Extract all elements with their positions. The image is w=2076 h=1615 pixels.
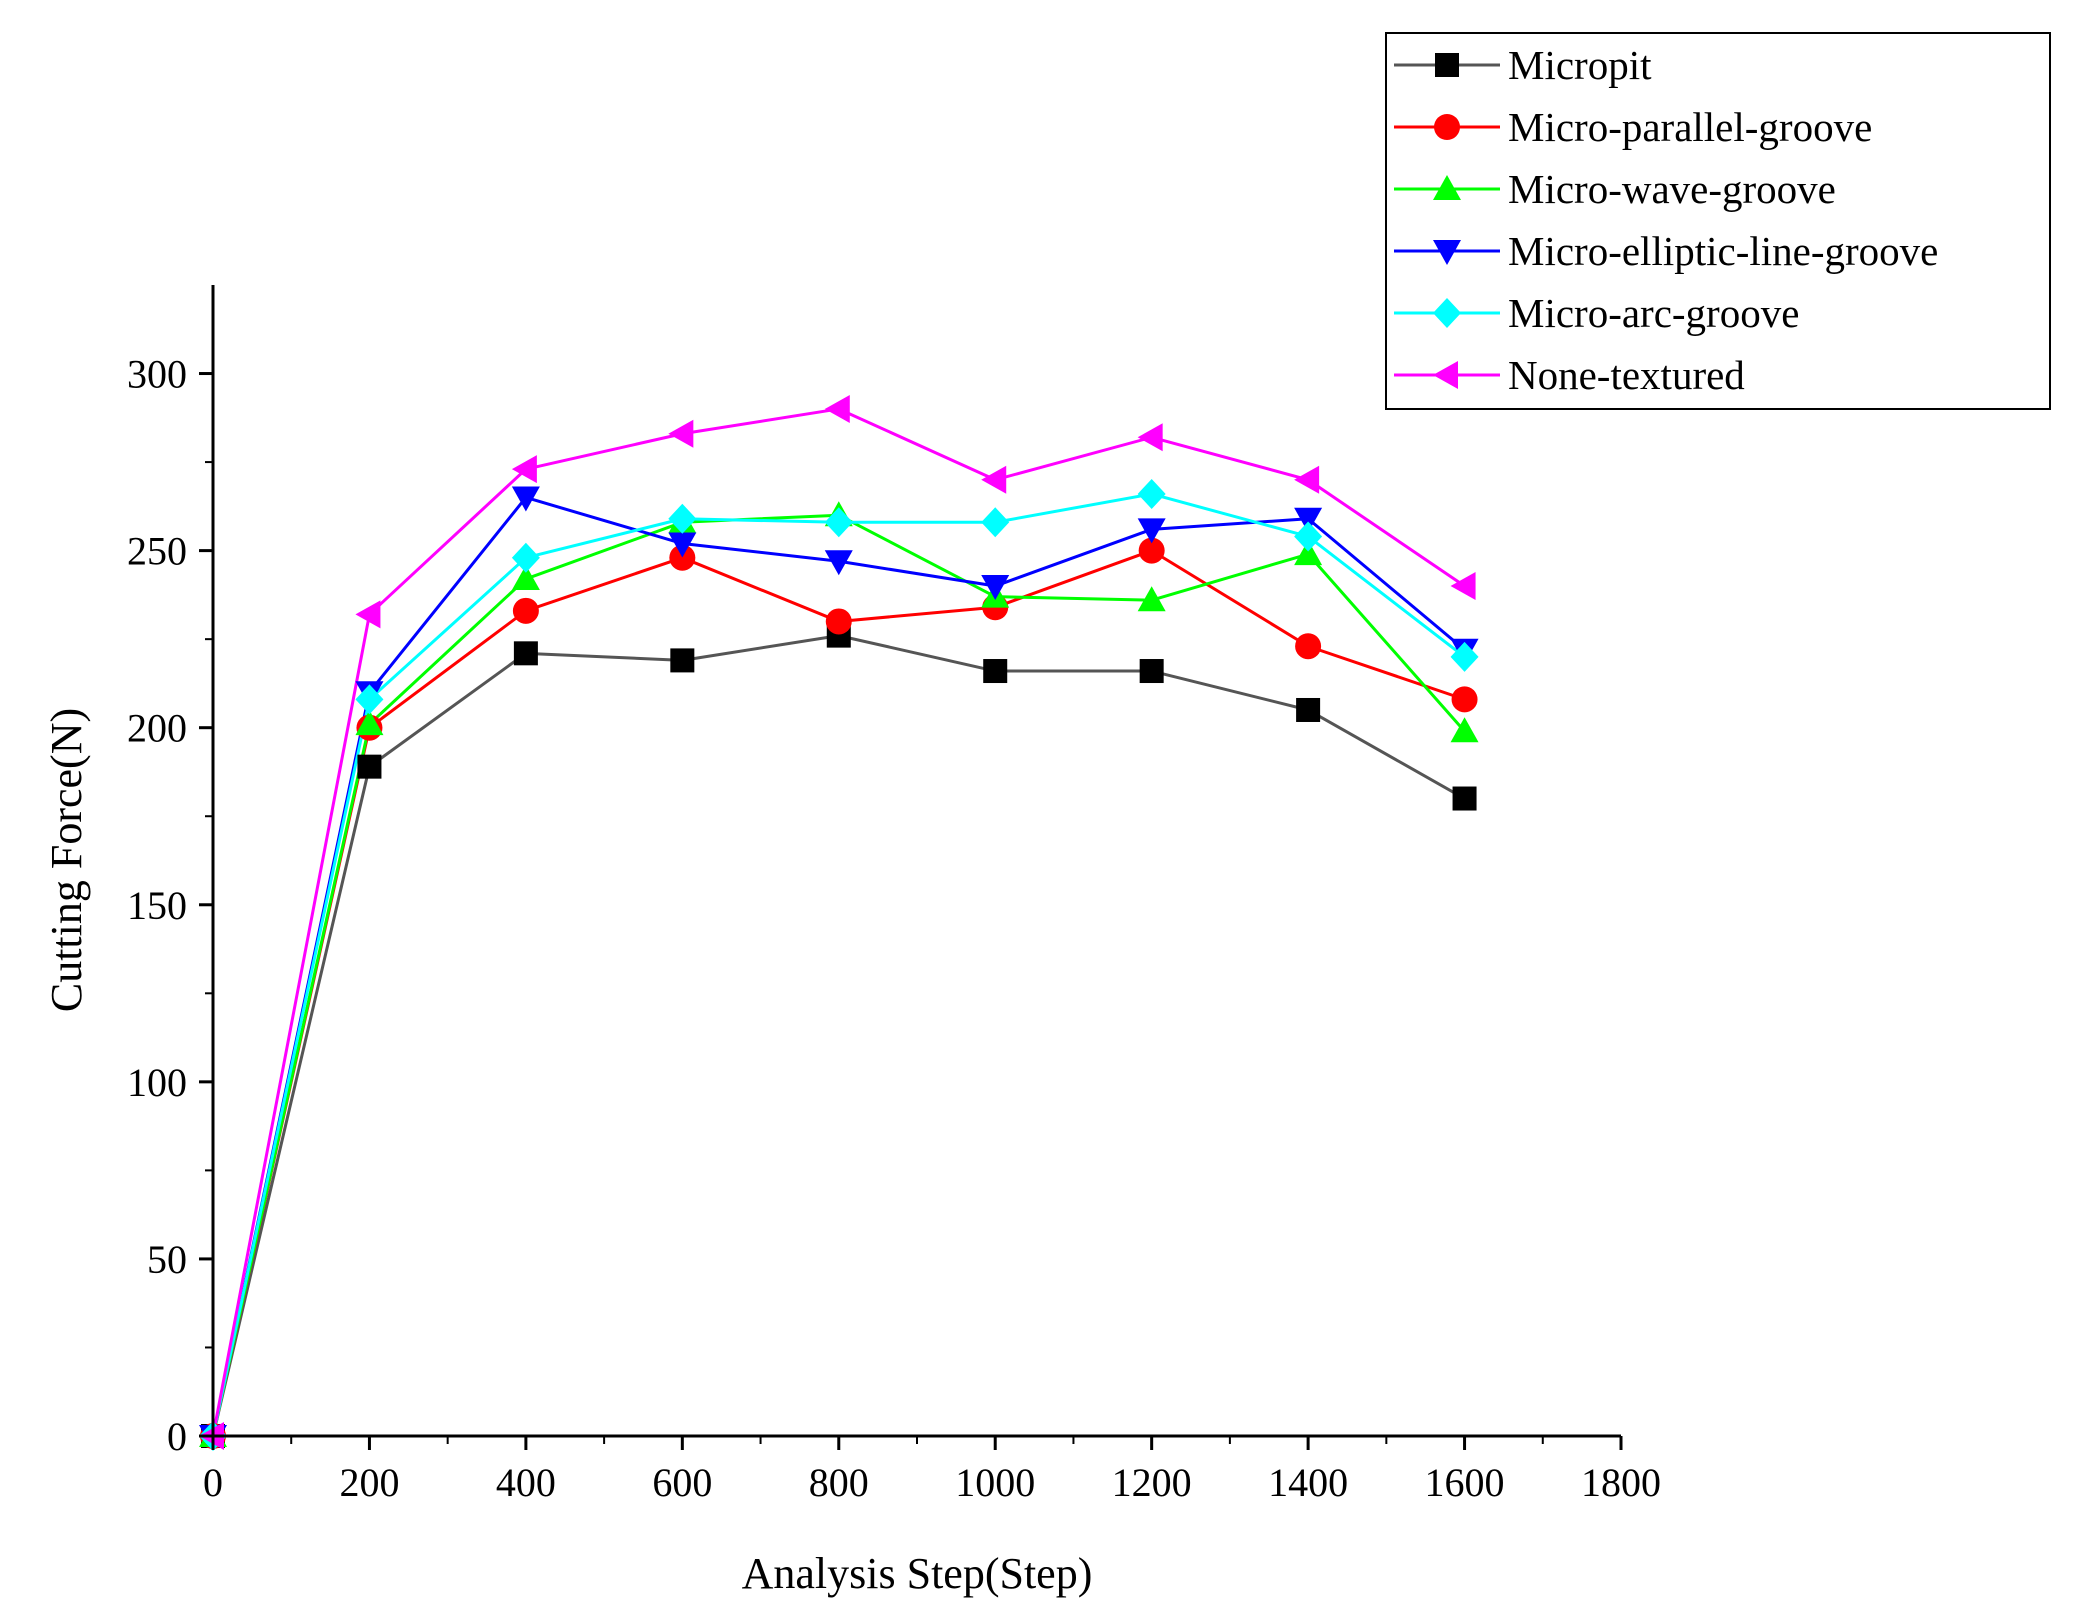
data-point-micropit xyxy=(983,659,1008,684)
legend-item-micropit: Micropit xyxy=(1394,42,1652,88)
data-point-micropit xyxy=(1296,697,1321,722)
data-point-micro-arc-groove xyxy=(1137,478,1166,509)
x-ticks: 0 200 400 600 800 1000 1200 1400 1600 1800 xyxy=(203,1436,1661,1505)
legend-item-micro-parallel-groove: Micro-parallel-groove xyxy=(1394,104,1872,150)
legend-marker xyxy=(1433,240,1461,265)
legend-label: Micropit xyxy=(1508,42,1652,88)
x-tick-label: 400 xyxy=(496,1460,556,1505)
y-axis-title: Cutting Force(N) xyxy=(42,708,91,1012)
data-point-micro-elliptic-line-groove xyxy=(1137,518,1166,544)
x-axis-title: Analysis Step(Step) xyxy=(742,1549,1093,1598)
series-line-micropit xyxy=(211,634,1466,1437)
x-tick-label: 1600 xyxy=(1425,1460,1505,1505)
data-point-micro-arc-groove xyxy=(824,507,853,538)
x-tick-label: 0 xyxy=(203,1460,223,1505)
y-tick-label: 200 xyxy=(127,706,187,751)
x-tick-label: 200 xyxy=(339,1460,399,1505)
x-tick-label: 600 xyxy=(652,1460,712,1505)
legend-marker xyxy=(1434,114,1460,140)
data-point-micro-parallel-groove xyxy=(1138,537,1165,564)
legend-item-micro-arc-groove: Micro-arc-groove xyxy=(1394,290,1799,336)
data-point-micropit xyxy=(1452,786,1477,811)
data-point-micro-arc-groove xyxy=(1294,521,1323,552)
data-point-micro-arc-groove xyxy=(1450,641,1479,672)
data-point-micro-wave-groove xyxy=(1137,586,1166,612)
legend-item-micro-elliptic-line-groove: Micro-elliptic-line-groove xyxy=(1394,228,1938,274)
series-markers xyxy=(199,394,1479,1451)
data-point-micro-parallel-groove xyxy=(825,608,852,635)
data-point-none-textured xyxy=(1294,465,1320,494)
data-point-micro-elliptic-line-groove xyxy=(981,575,1010,601)
data-point-micro-elliptic-line-groove xyxy=(824,550,853,576)
data-point-none-textured xyxy=(511,455,537,484)
data-point-micro-wave-groove xyxy=(511,564,540,590)
legend-label: None-textured xyxy=(1508,352,1745,398)
y-tick-label: 0 xyxy=(167,1414,187,1459)
x-tick-label: 800 xyxy=(809,1460,869,1505)
y-ticks: 0 50 100 150 200 250 300 xyxy=(127,352,213,1459)
legend-box xyxy=(1385,32,2051,410)
data-point-micropit xyxy=(670,648,695,673)
legend: Micropit Micro-parallel-groove Micro-wave-… xyxy=(1385,32,2051,410)
legend-marker xyxy=(1433,361,1458,389)
data-point-micro-elliptic-line-groove xyxy=(668,532,697,558)
legend-label: Micro-wave-groove xyxy=(1508,166,1836,212)
series-line-micro-parallel-groove xyxy=(211,549,1466,1437)
data-point-micro-elliptic-line-groove xyxy=(1294,507,1323,533)
data-point-micro-parallel-groove xyxy=(1295,633,1322,660)
legend-label: Micro-elliptic-line-groove xyxy=(1508,228,1938,274)
legend-marker xyxy=(1435,53,1459,77)
data-point-micro-parallel-groove xyxy=(512,597,539,624)
data-point-none-textured xyxy=(1137,423,1163,452)
data-point-micropit xyxy=(513,641,538,666)
y-tick-label: 300 xyxy=(127,352,187,397)
legend-marker xyxy=(1433,175,1461,200)
x-tick-label: 1800 xyxy=(1581,1460,1661,1505)
legend-label: Micro-arc-groove xyxy=(1508,290,1799,336)
data-point-micro-elliptic-line-groove xyxy=(511,486,540,512)
x-tick-label: 1200 xyxy=(1112,1460,1192,1505)
data-point-micro-arc-groove xyxy=(981,507,1010,538)
data-point-micro-arc-groove xyxy=(511,542,540,573)
x-tick-label: 1400 xyxy=(1268,1460,1348,1505)
legend-item-micro-wave-groove: Micro-wave-groove xyxy=(1394,166,1836,212)
legend-marker xyxy=(1433,298,1461,328)
y-tick-label: 150 xyxy=(127,883,187,928)
data-point-micro-parallel-groove xyxy=(1451,686,1478,713)
y-tick-label: 100 xyxy=(127,1060,187,1105)
data-point-none-textured xyxy=(1450,572,1476,601)
legend-item-none-textured: None-textured xyxy=(1394,352,1745,398)
data-point-micro-wave-groove xyxy=(355,710,384,736)
data-point-micro-wave-groove xyxy=(1450,717,1479,743)
data-point-micro-parallel-groove xyxy=(669,544,696,571)
data-point-none-textured xyxy=(824,394,850,423)
data-point-micropit xyxy=(1139,659,1164,684)
data-point-micropit xyxy=(357,754,382,779)
x-tick-label: 1000 xyxy=(955,1460,1035,1505)
legend-label: Micro-parallel-groove xyxy=(1508,104,1872,150)
axes: 0 200 400 600 800 1000 1200 1400 1600 1800 0 50 100… xyxy=(127,285,1661,1505)
data-point-micro-arc-groove xyxy=(668,503,697,534)
data-point-micro-arc-groove xyxy=(355,684,384,715)
data-point-micro-wave-groove xyxy=(1294,540,1323,566)
data-point-none-textured xyxy=(981,465,1007,494)
data-point-none-textured xyxy=(355,600,381,629)
y-tick-label: 250 xyxy=(127,529,187,574)
data-point-none-textured xyxy=(668,419,694,448)
y-tick-label: 50 xyxy=(147,1237,187,1282)
